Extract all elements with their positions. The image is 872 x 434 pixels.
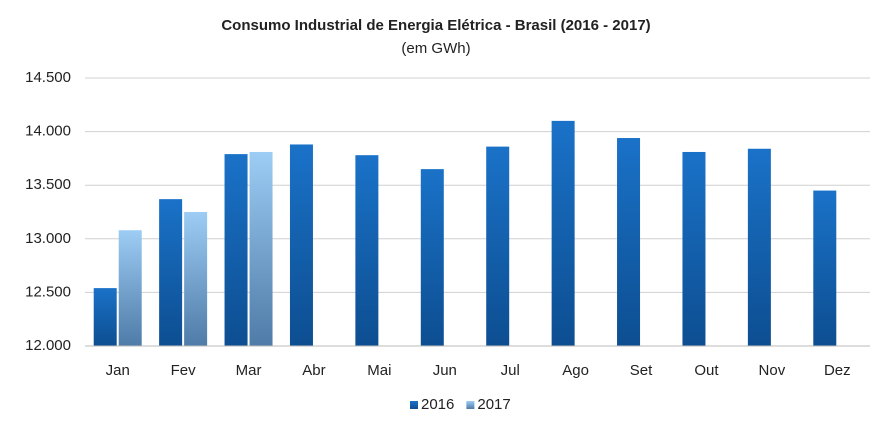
bar: [420, 169, 444, 346]
x-tick-label: Mar: [236, 362, 262, 379]
bar: [93, 288, 117, 346]
x-tick-label: Jan: [106, 362, 130, 379]
y-tick-label: 14.500: [25, 69, 71, 86]
y-tick-label: 12.000: [25, 337, 71, 354]
x-tick-label: Abr: [302, 362, 325, 379]
legend-label: 2017: [477, 396, 510, 413]
legend-swatch: [466, 401, 475, 409]
y-tick-label: 12.500: [25, 283, 71, 300]
x-tick-label: Dez: [824, 362, 851, 379]
bar: [551, 120, 575, 346]
y-tick-label: 13.000: [25, 230, 71, 247]
bar: [682, 151, 706, 346]
x-tick-label: Nov: [759, 362, 786, 379]
chart-subtitle: (em GWh): [401, 40, 470, 57]
bar: [747, 148, 771, 346]
chart-title: Consumo Industrial de Energia Elétrica -…: [221, 17, 650, 34]
x-tick-label: Set: [630, 362, 653, 379]
y-tick-label: 14.000: [25, 123, 71, 140]
x-tick-label: Jun: [433, 362, 457, 379]
x-tick-label: Mai: [367, 362, 391, 379]
bar: [249, 151, 273, 346]
y-tick-label: 13.500: [25, 176, 71, 193]
x-tick-label: Ago: [562, 362, 589, 379]
bar: [118, 230, 142, 346]
bar: [159, 199, 183, 346]
bar: [289, 144, 313, 346]
x-tick-label: Jul: [501, 362, 520, 379]
x-tick-label: Out: [694, 362, 719, 379]
legend-label: 2016: [421, 396, 454, 413]
x-tick-label: Fev: [171, 362, 197, 379]
bar: [184, 212, 208, 346]
bar: [224, 154, 248, 346]
bar: [486, 146, 510, 346]
bar: [355, 155, 379, 346]
bar: [813, 190, 837, 346]
bar: [617, 138, 641, 346]
legend-swatch: [410, 401, 418, 409]
